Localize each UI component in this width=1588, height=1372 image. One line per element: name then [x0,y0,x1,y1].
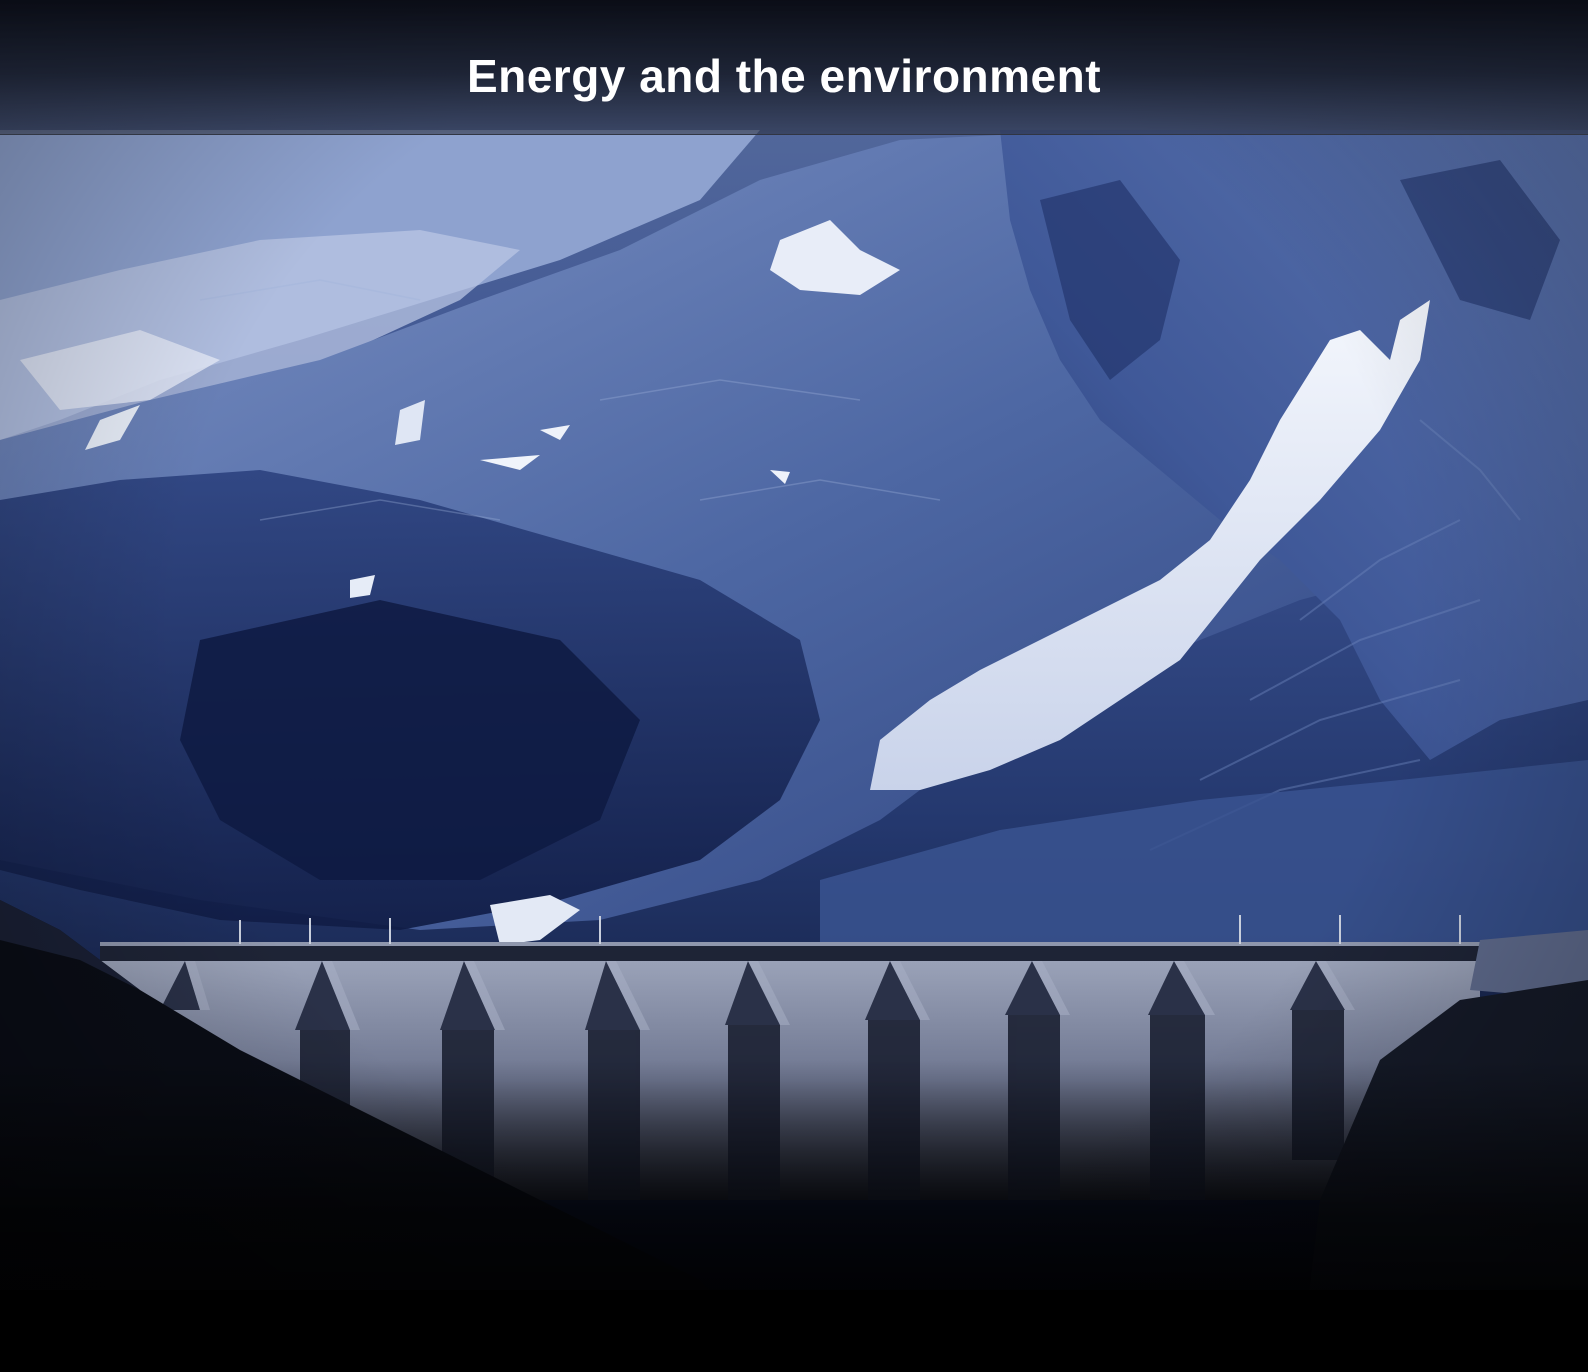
page-title: Energy and the environment [466,50,1102,102]
title-banner: Energy and the environment [0,0,1588,135]
